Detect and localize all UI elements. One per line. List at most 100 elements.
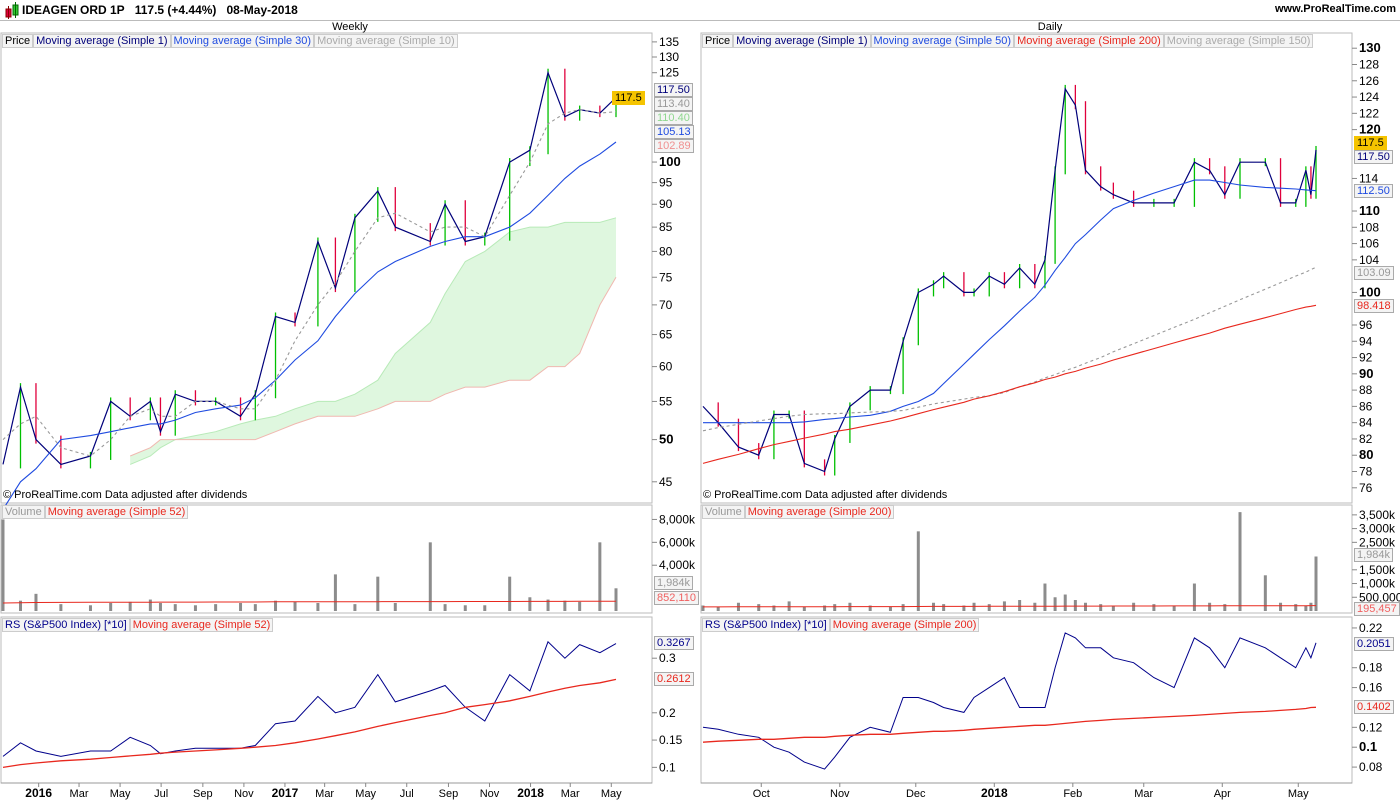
value-tag-vol_ma: 852,110 bbox=[654, 591, 699, 605]
legend-item[interactable]: Moving average (Simple 52) bbox=[44, 505, 189, 519]
volume-bar bbox=[578, 601, 582, 611]
price-pane-frame bbox=[700, 32, 1353, 504]
price-tick-label: 94 bbox=[1359, 334, 1373, 348]
value-tag-vol_ma: 195,457 bbox=[1354, 602, 1400, 616]
price-tick-label: 95 bbox=[659, 176, 673, 190]
x-tick-label: Nov bbox=[234, 788, 254, 800]
site-link[interactable]: www.ProRealTime.com bbox=[1274, 3, 1396, 15]
value-tag-ma30: 105.13 bbox=[654, 125, 694, 139]
volume-bar bbox=[59, 604, 63, 611]
legend-item[interactable]: Moving average (Simple 1) bbox=[733, 34, 871, 48]
daily-volume-legend: Volume Moving average (Simple 200) bbox=[702, 505, 895, 519]
volume-bar bbox=[109, 602, 113, 611]
price-tick-label: 65 bbox=[659, 328, 673, 342]
value-tag-rs_ma: 0.1402 bbox=[1354, 700, 1394, 714]
volume-bar bbox=[1309, 602, 1313, 611]
volume-bar bbox=[1152, 604, 1156, 611]
volume-bar bbox=[1099, 604, 1103, 611]
volume-bar bbox=[987, 604, 991, 611]
rs-line bbox=[2, 640, 617, 757]
price-tick-label: 100 bbox=[1359, 284, 1381, 299]
series-line-1 bbox=[703, 179, 1317, 424]
volume-bar bbox=[214, 604, 218, 611]
volume-bar bbox=[508, 576, 512, 611]
candlestick-icon bbox=[5, 2, 19, 19]
x-tick-label: May bbox=[601, 788, 622, 800]
legend-item[interactable]: Moving average (Simple 150) bbox=[1163, 34, 1314, 48]
volume-bar bbox=[787, 601, 791, 611]
volume-bar bbox=[1304, 605, 1308, 611]
value-tag-ma150: 103.09 bbox=[1354, 266, 1394, 280]
x-tick-label: May bbox=[1288, 788, 1309, 800]
header: IDEAGEN ORD 1P 117.5 (+4.44%) 08-May-201… bbox=[0, 0, 1400, 21]
instrument-price: 117.5 (+4.44%) bbox=[134, 3, 217, 17]
rs-tick-label: 0.1 bbox=[659, 760, 676, 774]
volume-bar bbox=[463, 605, 467, 611]
legend-item[interactable]: Volume bbox=[2, 505, 45, 519]
volume-bar bbox=[193, 605, 197, 611]
volume-bar bbox=[916, 531, 920, 611]
volume-bar bbox=[962, 605, 966, 611]
volume-ma-line bbox=[703, 605, 1316, 608]
price-tick-label: 125 bbox=[659, 66, 679, 80]
x-tick-label: Sep bbox=[439, 788, 459, 800]
legend-item[interactable]: Moving average (Simple 200) bbox=[829, 618, 980, 632]
volume-bar bbox=[1263, 575, 1267, 611]
volume-bar bbox=[148, 599, 152, 611]
volume-bar bbox=[1238, 512, 1242, 611]
legend-item[interactable]: Price bbox=[2, 34, 34, 48]
price-tick-label: 96 bbox=[1359, 318, 1373, 332]
x-tick-label: Feb bbox=[1063, 788, 1082, 800]
volume-bar bbox=[1073, 600, 1077, 611]
volume-bar bbox=[1208, 602, 1212, 611]
legend-item[interactable]: Moving average (Simple 1) bbox=[33, 34, 171, 48]
copyright-text: © ProRealTime.com Data adjusted after di… bbox=[3, 489, 248, 501]
volume-bar bbox=[1279, 602, 1283, 611]
volume-bar bbox=[1132, 602, 1136, 611]
volume-bar bbox=[802, 606, 806, 611]
volume-bar bbox=[1083, 602, 1087, 611]
volume-bar bbox=[353, 604, 357, 611]
volume-ma-line bbox=[2, 600, 617, 604]
price-tick-label: 104 bbox=[1359, 253, 1379, 267]
copyright-text: © ProRealTime.com Data adjusted after di… bbox=[703, 489, 948, 501]
volume-tick-label: 8,000k bbox=[659, 512, 696, 526]
volume-bar bbox=[333, 574, 337, 611]
price-tick-label: 124 bbox=[1359, 90, 1379, 104]
legend-item[interactable]: RS (S&P500 Index) [*10] bbox=[702, 618, 830, 632]
volume-bar bbox=[1033, 602, 1037, 611]
value-tag-ma1: 117.50 bbox=[1354, 150, 1393, 164]
legend-item[interactable]: Price bbox=[702, 34, 734, 48]
volume-bar bbox=[253, 604, 257, 611]
value-tag-rs_ma: 0.2612 bbox=[654, 672, 694, 686]
rs-tick-label: 0.1 bbox=[1359, 739, 1377, 754]
value-tag-vol: 1,984k bbox=[654, 576, 694, 590]
price-tick-label: 88 bbox=[1359, 383, 1373, 397]
volume-tick-label: 2,500k bbox=[1359, 535, 1396, 549]
price-tick-label: 80 bbox=[659, 244, 673, 258]
legend-item[interactable]: Moving average (Simple 200) bbox=[744, 505, 895, 519]
series-line-2 bbox=[702, 266, 1317, 432]
value-tag-ma10: 113.40 bbox=[654, 97, 693, 111]
series-line-3 bbox=[702, 304, 1317, 464]
legend-item[interactable]: Moving average (Simple 30) bbox=[170, 34, 315, 48]
daily-rs-legend: RS (S&P500 Index) [*10] Moving average (S… bbox=[702, 618, 980, 632]
legend-item[interactable]: Moving average (Simple 50) bbox=[870, 34, 1015, 48]
volume-pane-frame bbox=[700, 504, 1353, 614]
legend-item[interactable]: Moving average (Simple 10) bbox=[314, 34, 458, 48]
price-tick-label: 114 bbox=[1359, 171, 1378, 185]
legend-item[interactable]: RS (S&P500 Index) [*10] bbox=[2, 618, 130, 632]
x-tick-label: Oct bbox=[753, 788, 770, 800]
legend-item[interactable]: Volume bbox=[702, 505, 745, 519]
instrument-name: IDEAGEN ORD 1P bbox=[22, 3, 125, 17]
legend-item[interactable]: Moving average (Simple 52) bbox=[129, 618, 274, 632]
x-tick-label: Nov bbox=[480, 788, 500, 800]
x-tick-label: Apr bbox=[1214, 788, 1231, 800]
price-tick-label: 108 bbox=[1359, 220, 1379, 234]
x-tick-label: Jul bbox=[154, 788, 168, 800]
daily-price-legend: Price Moving average (Simple 1) Moving ave… bbox=[702, 34, 1314, 48]
legend-item[interactable]: Moving average (Simple 200) bbox=[1014, 34, 1164, 48]
price-tick-label: 106 bbox=[1359, 237, 1379, 251]
x-tick-label: Jul bbox=[400, 788, 414, 800]
